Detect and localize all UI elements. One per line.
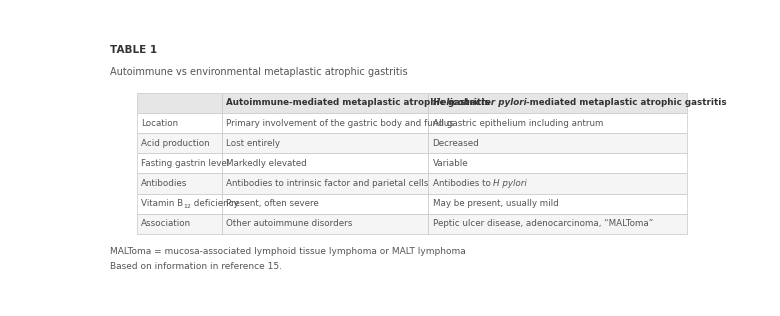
Text: Primary involvement of the gastric body and fundus: Primary involvement of the gastric body …: [226, 119, 454, 128]
Text: Peptic ulcer disease, adenocarcinoma, “MALToma”: Peptic ulcer disease, adenocarcinoma, “M…: [433, 219, 653, 228]
Text: Location: Location: [141, 119, 178, 128]
Bar: [428, 214, 687, 234]
Bar: [428, 113, 687, 133]
Bar: [428, 93, 687, 113]
Text: May be present, usually mild: May be present, usually mild: [433, 199, 558, 208]
Text: Present, often severe: Present, often severe: [226, 199, 319, 208]
Text: MALToma = mucosa-associated lymphoid tissue lymphoma or MALT lymphoma: MALToma = mucosa-associated lymphoid tis…: [109, 247, 466, 256]
Text: deficiency: deficiency: [191, 199, 239, 208]
Bar: [136, 93, 222, 113]
Text: Lost entirely: Lost entirely: [226, 139, 280, 148]
Text: TABLE 1: TABLE 1: [109, 45, 157, 55]
Bar: [136, 194, 222, 214]
Text: Antibodies: Antibodies: [141, 179, 187, 188]
Bar: [136, 173, 222, 194]
Bar: [222, 153, 428, 173]
Bar: [222, 194, 428, 214]
Text: Autoimmune-mediated metaplastic atrophic gastritis: Autoimmune-mediated metaplastic atrophic…: [226, 98, 490, 107]
Bar: [222, 173, 428, 194]
Text: Decreased: Decreased: [433, 139, 480, 148]
Bar: [428, 153, 687, 173]
Bar: [428, 194, 687, 214]
Text: All gastric epithelium including antrum: All gastric epithelium including antrum: [433, 119, 603, 128]
Text: Association: Association: [141, 219, 191, 228]
Text: Antibodies to intrinsic factor and parietal cells: Antibodies to intrinsic factor and parie…: [226, 179, 429, 188]
Text: Autoimmune vs environmental metaplastic atrophic gastritis: Autoimmune vs environmental metaplastic …: [109, 67, 407, 77]
Bar: [136, 153, 222, 173]
Text: Vitamin B: Vitamin B: [141, 199, 183, 208]
Text: 12: 12: [183, 204, 191, 209]
Bar: [222, 133, 428, 153]
Bar: [222, 93, 428, 113]
Bar: [136, 214, 222, 234]
Text: Markedly elevated: Markedly elevated: [226, 159, 307, 168]
Text: -mediated metaplastic atrophic gastritis: -mediated metaplastic atrophic gastritis: [526, 98, 727, 107]
Text: Based on information in reference 15.: Based on information in reference 15.: [109, 262, 282, 271]
Text: Acid production: Acid production: [141, 139, 210, 148]
Bar: [428, 173, 687, 194]
Text: Variable: Variable: [433, 159, 468, 168]
Bar: [136, 133, 222, 153]
Bar: [222, 113, 428, 133]
Bar: [222, 214, 428, 234]
Bar: [428, 133, 687, 153]
Bar: [136, 113, 222, 133]
Text: Other autoimmune disorders: Other autoimmune disorders: [226, 219, 353, 228]
Text: Fasting gastrin level: Fasting gastrin level: [141, 159, 229, 168]
Text: H pylori: H pylori: [493, 179, 527, 188]
Text: Antibodies to: Antibodies to: [433, 179, 493, 188]
Text: Helicobacter pylori: Helicobacter pylori: [433, 98, 526, 107]
